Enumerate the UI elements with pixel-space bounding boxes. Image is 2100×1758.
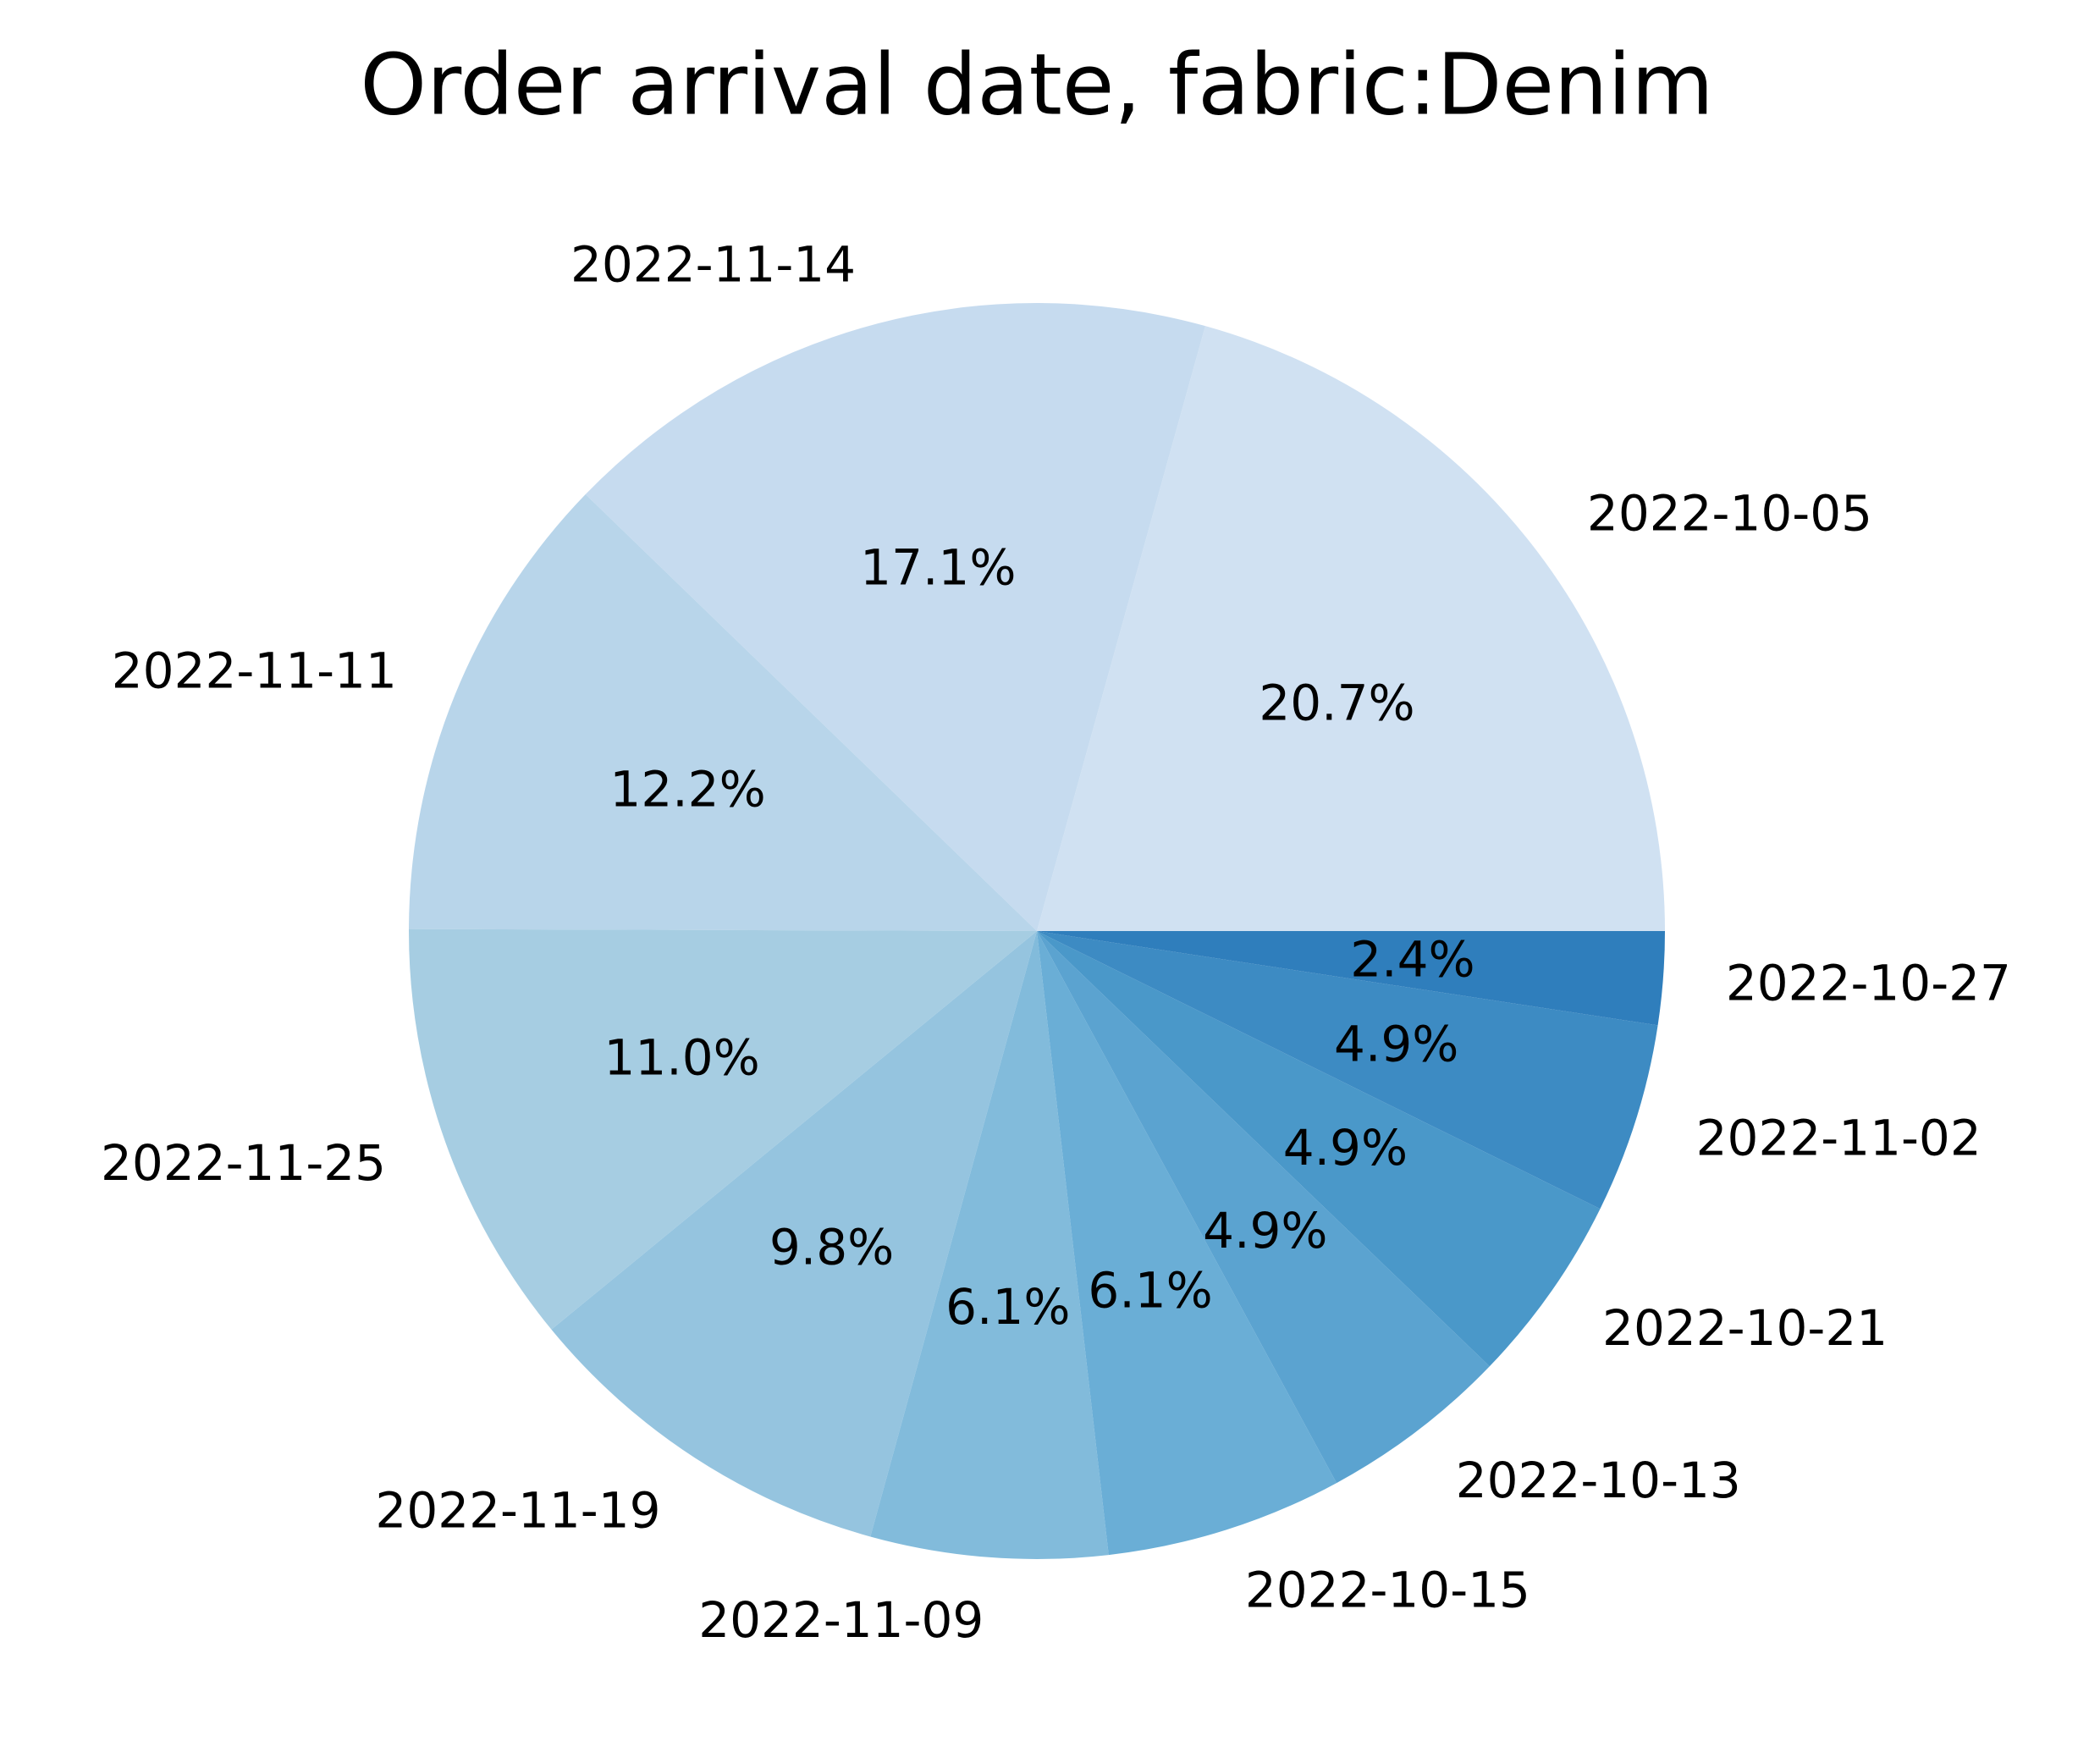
slice-label: 2022-10-21 [1602,1299,1888,1357]
slice-label: 2022-11-14 [570,235,856,293]
pie-slice [1037,931,1490,1484]
pie-slice [1037,931,1601,1367]
slice-labels: 2022-10-05 2022-11-14 2022-11-11 2022-11-25… [101,235,2011,1648]
chart-title: Order arrival date, fabric:Denim [360,36,1713,135]
pie-slice [409,929,1038,1330]
pie-slice [585,303,1205,932]
pie-slice [1037,326,1665,932]
pie-slice [1037,931,1337,1556]
slice-percent-label: 9.8% [769,1218,894,1276]
slice-percent-labels: 20.7%17.1%12.2%11.0%9.8%6.1% 6.1%4.9%4.9%… [604,538,1474,1336]
slice-label: 2022-10-13 [1456,1452,1741,1509]
slice-label: 2022-11-11 [112,642,397,700]
slice-label: 2022-11-19 [375,1482,660,1540]
slice-percent-label: 4.9% [1203,1202,1327,1259]
slice-label: 2022-10-05 [1587,484,1872,542]
slice-label: 2022-10-27 [1726,954,2011,1011]
pie-slice [409,494,1037,931]
slice-percent-label: 20.7% [1259,675,1414,732]
slice-label: 2022-10-15 [1245,1561,1530,1618]
slice-percent-label: 17.1% [860,538,1016,596]
slice-percent-label: 4.9% [1334,1015,1458,1072]
slice-percent-label: 6.1% [1088,1262,1212,1320]
slice-label: 2022-11-02 [1696,1110,1981,1167]
slice-percent-label: 2.4% [1350,931,1474,989]
pie-slice [1037,931,1658,1210]
slice-percent-label: 4.9% [1283,1119,1408,1177]
pie-slice [1037,931,1665,1026]
pie-slice [870,931,1109,1559]
slice-label: 2022-11-09 [698,1591,984,1649]
pie-slice [551,931,1037,1537]
slice-label: 2022-11-25 [101,1134,386,1192]
pie-slices [409,303,1665,1559]
slice-percent-label: 12.2% [609,760,765,818]
slice-percent-label: 11.0% [604,1028,759,1086]
slice-percent-label: 6.1% [945,1278,1070,1336]
